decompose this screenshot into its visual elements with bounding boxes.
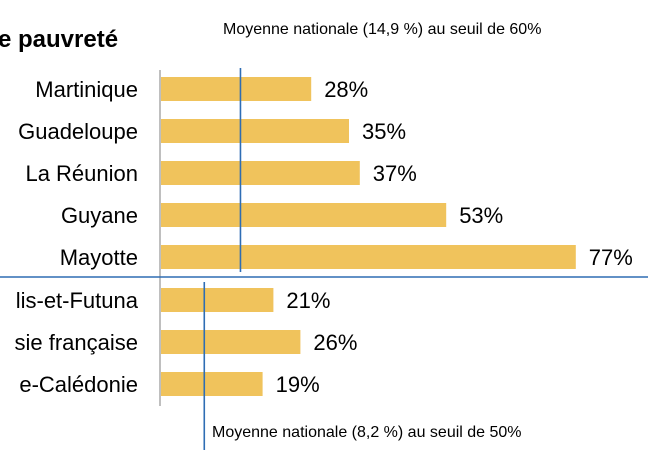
- category-label: Martinique: [35, 77, 138, 102]
- value-label: 37%: [373, 161, 417, 186]
- category-label: La Réunion: [25, 161, 138, 186]
- category-label: lis-et-Futuna: [16, 288, 139, 313]
- chart-title: e pauvreté: [0, 26, 118, 53]
- bar: [161, 161, 360, 185]
- bar: [161, 203, 447, 227]
- bar: [161, 372, 263, 396]
- category-label: Guyane: [61, 203, 138, 228]
- bar: [161, 330, 301, 354]
- category-label: sie française: [14, 330, 138, 355]
- value-label: 19%: [276, 372, 320, 397]
- value-label: 53%: [459, 203, 503, 228]
- bar: [161, 288, 274, 312]
- value-label: 26%: [313, 330, 357, 355]
- reference-line-label: Moyenne nationale (14,9 %) au seuil de 6…: [223, 21, 541, 38]
- value-label: 35%: [362, 119, 406, 144]
- reference-line-label: Moyenne nationale (8,2 %) au seuil de 50…: [212, 424, 522, 441]
- category-label: Guadeloupe: [18, 119, 138, 144]
- value-label: 21%: [286, 288, 330, 313]
- value-label: 77%: [589, 245, 633, 270]
- bar: [161, 77, 312, 101]
- category-label: Mayotte: [60, 245, 138, 270]
- bar: [161, 245, 576, 269]
- bar: [161, 119, 349, 143]
- category-label: e-Calédonie: [19, 372, 138, 397]
- value-label: 28%: [324, 77, 368, 102]
